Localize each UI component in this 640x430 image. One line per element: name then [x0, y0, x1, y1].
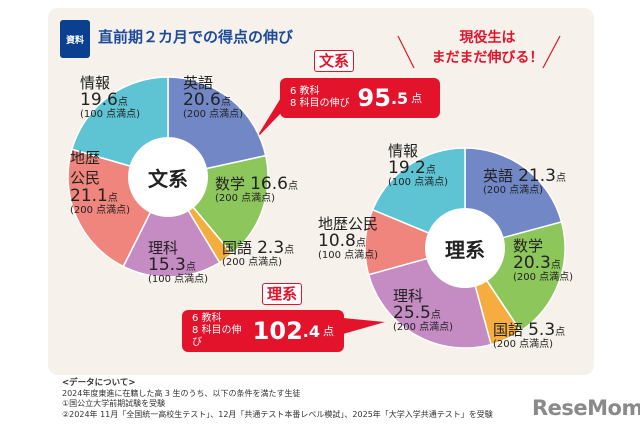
callout-pointer-bunkei: [255, 96, 282, 140]
slice-name: 地歴 公民: [70, 149, 101, 187]
rikei-tag: 理系: [262, 283, 303, 305]
slogan-line-right: [542, 35, 561, 69]
pie-center-label: 文系: [148, 167, 188, 191]
source-badge: 資料: [60, 20, 90, 58]
slice-label: 情報 19.6点 (100 点満点): [80, 74, 141, 120]
pie-slice: [122, 175, 221, 278]
slice-label: 数学 20.3点 (200 点満点): [513, 237, 574, 283]
slogan-line-left: [397, 35, 415, 69]
pie-bunkei: [67, 76, 269, 278]
slice-label: 情報 19.2点 (100 点満点): [388, 142, 449, 188]
slice-label: 地歴公民 10.8点 (100 点満点): [318, 215, 379, 261]
slice-label: 数学 16.6点 (200 点満点): [215, 174, 298, 204]
slice-label: 理科 25.5点 (200 点満点): [393, 287, 454, 333]
pie-center-label: 理系: [445, 238, 485, 262]
slice-label: 英語 21.3点 (200 点満点): [483, 166, 566, 196]
callout-pointer-rikei: [343, 318, 385, 334]
pie-center-hole: [128, 137, 208, 217]
bunkei-total-callout: 6 教科 8 科目の伸び 95.5 点: [280, 78, 440, 118]
rikei-total-callout: 6 教科 8 科目の伸び 102.4 点: [182, 310, 344, 352]
slice-label: 国語 5.3点 (200 点満点): [493, 320, 566, 350]
slice-label: 地歴 公民 21.1点 (200 点満点): [70, 149, 131, 216]
data-notes: <データについて> 2024年度東進に在籍した高 3 生のうち、以下の条件を満た…: [62, 378, 493, 419]
pie-center-hole: [425, 208, 505, 288]
slice-label: 英語 20.6点 (200 点満点): [183, 74, 244, 120]
resemom-logo: ReseMom: [532, 396, 640, 420]
bunkei-tag: 文系: [314, 50, 355, 72]
pie-rikei: [364, 147, 566, 349]
chart-title: 直前期２カ月での得点の伸び: [98, 28, 294, 46]
slice-label: 国語 2.3点 (200 点満点): [222, 238, 295, 268]
slogan: 現役生は まだまだ伸びる！: [431, 30, 544, 66]
slice-label: 理科 15.3点 (100 点満点): [148, 239, 209, 285]
